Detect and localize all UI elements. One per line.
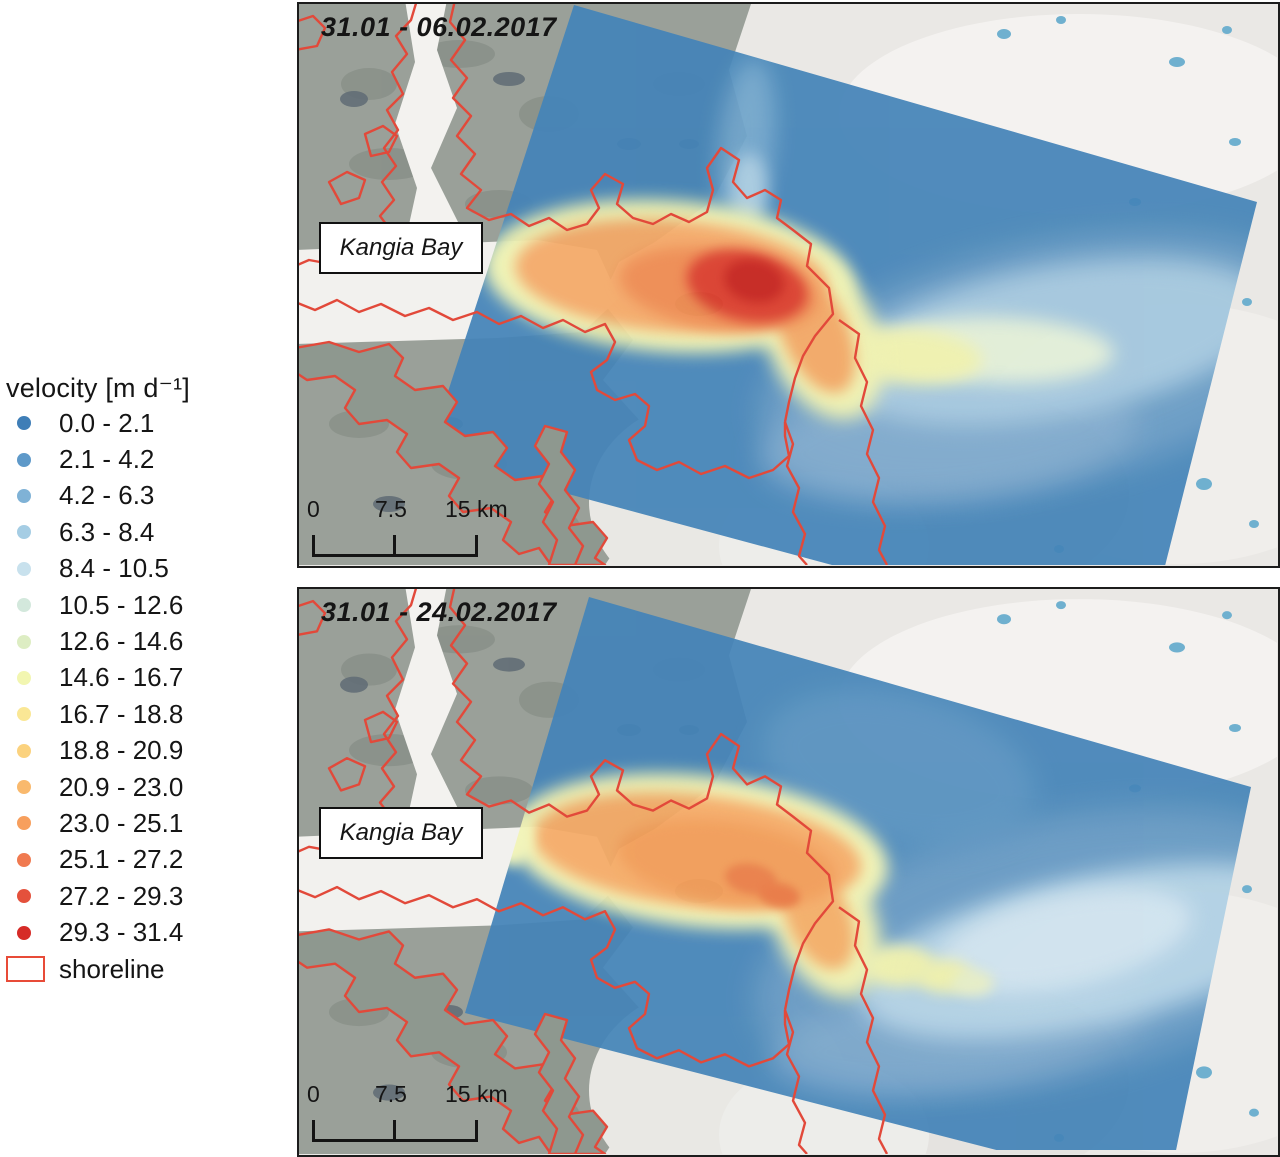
legend-item-label: 29.3 - 31.4 <box>59 917 184 948</box>
scale-bar-tick <box>312 535 315 557</box>
legend-item-label: 4.2 - 6.3 <box>59 480 155 511</box>
legend-item: 10.5 - 12.6 <box>4 587 294 623</box>
scale-bar: 0 7.5 15 km <box>299 4 519 565</box>
legend-item-label: 16.7 - 18.8 <box>59 698 184 729</box>
legend-item: 25.1 - 27.2 <box>4 842 294 878</box>
legend-item: 18.8 - 20.9 <box>4 733 294 769</box>
scale-mid-label: 7.5 <box>375 1081 407 1107</box>
legend-color-dot <box>17 525 31 540</box>
legend-item: 2.1 - 4.2 <box>4 441 294 477</box>
legend-item: 20.9 - 23.0 <box>4 769 294 805</box>
legend-item-label: 14.6 - 16.7 <box>59 662 184 693</box>
legend-color-dot <box>17 598 31 613</box>
scale-mid-label: 7.5 <box>375 496 407 522</box>
legend-color-dot <box>17 561 31 576</box>
scale-start-label: 0 <box>307 496 320 522</box>
scale-bar-tick <box>393 1120 396 1142</box>
date-range-label: 31.01 - 06.02.2017 <box>321 12 557 42</box>
map-panel-top: 31.01 - 06.02.2017 Kangia Bay 0 7.5 15 k… <box>297 2 1280 568</box>
legend-item-label: 25.1 - 27.2 <box>59 844 184 875</box>
legend-item-label: 2.1 - 4.2 <box>59 444 155 475</box>
legend-title: velocity [m d⁻¹] <box>6 373 190 403</box>
legend-color-dot <box>17 816 31 831</box>
scale-bar: 0 7.5 15 km <box>299 589 519 1150</box>
legend-color-dot <box>17 780 31 795</box>
legend-color-dot <box>17 488 31 503</box>
bay-label: Kangia Bay <box>339 819 463 846</box>
legend-item-label: 10.5 - 12.6 <box>59 589 184 620</box>
legend-item-label: 23.0 - 25.1 <box>59 807 184 838</box>
legend-item-label: 8.4 - 10.5 <box>59 553 169 584</box>
legend-color-dot <box>17 925 31 940</box>
legend-item: 8.4 - 10.5 <box>4 551 294 587</box>
legend-color-dot <box>17 852 31 867</box>
velocity-zone <box>952 970 994 996</box>
legend-color-dot <box>17 707 31 722</box>
map-panel-bottom: 31.01 - 24.02.2017 Kangia Bay 0 7.5 15 k… <box>297 587 1280 1157</box>
legend-color-dot <box>17 416 31 431</box>
legend-item: 6.3 - 8.4 <box>4 514 294 550</box>
scale-end-label: 15 km <box>445 496 508 522</box>
legend-color-dot <box>17 670 31 685</box>
legend-item: 12.6 - 14.6 <box>4 623 294 659</box>
scale-start-label: 0 <box>307 1081 320 1107</box>
legend-item: 14.6 - 16.7 <box>4 660 294 696</box>
legend-shoreline-item: shoreline <box>4 951 294 987</box>
legend-color-dot <box>17 634 31 649</box>
bay-label-box: Kangia Bay <box>319 222 483 274</box>
legend-item: 23.0 - 25.1 <box>4 805 294 841</box>
scale-bar-tick <box>312 1120 315 1142</box>
legend-item-label: 27.2 - 29.3 <box>59 880 184 911</box>
shoreline-swatch <box>6 956 45 983</box>
legend-item: 4.2 - 6.3 <box>4 478 294 514</box>
legend-item-label: 18.8 - 20.9 <box>59 735 184 766</box>
legend-item-label: 0.0 - 2.1 <box>59 407 155 438</box>
scale-end-label: 15 km <box>445 1081 508 1107</box>
scale-bar-tick <box>475 535 478 557</box>
scale-bar-tick <box>393 535 396 557</box>
legend-color-dot <box>17 452 31 467</box>
legend-color-dot <box>17 889 31 904</box>
legend-item-label: 6.3 - 8.4 <box>59 516 155 547</box>
legend-item: 0.0 - 2.1 <box>4 405 294 441</box>
legend-item: 27.2 - 29.3 <box>4 878 294 914</box>
bay-label-box: Kangia Bay <box>319 807 483 859</box>
velocity-legend: velocity [m d⁻¹] 0.0 - 2.1 2.1 - 4.2 4.2… <box>4 371 294 987</box>
legend-item: 16.7 - 18.8 <box>4 696 294 732</box>
date-range-label: 31.01 - 24.02.2017 <box>321 597 557 627</box>
bay-label: Kangia Bay <box>339 234 463 261</box>
scale-bar-tick <box>475 1120 478 1142</box>
legend-item-label: 12.6 - 14.6 <box>59 626 184 657</box>
legend-color-dot <box>17 743 31 758</box>
legend-item: 29.3 - 31.4 <box>4 914 294 950</box>
shoreline-label: shoreline <box>59 953 165 984</box>
legend-item-label: 20.9 - 23.0 <box>59 771 184 802</box>
